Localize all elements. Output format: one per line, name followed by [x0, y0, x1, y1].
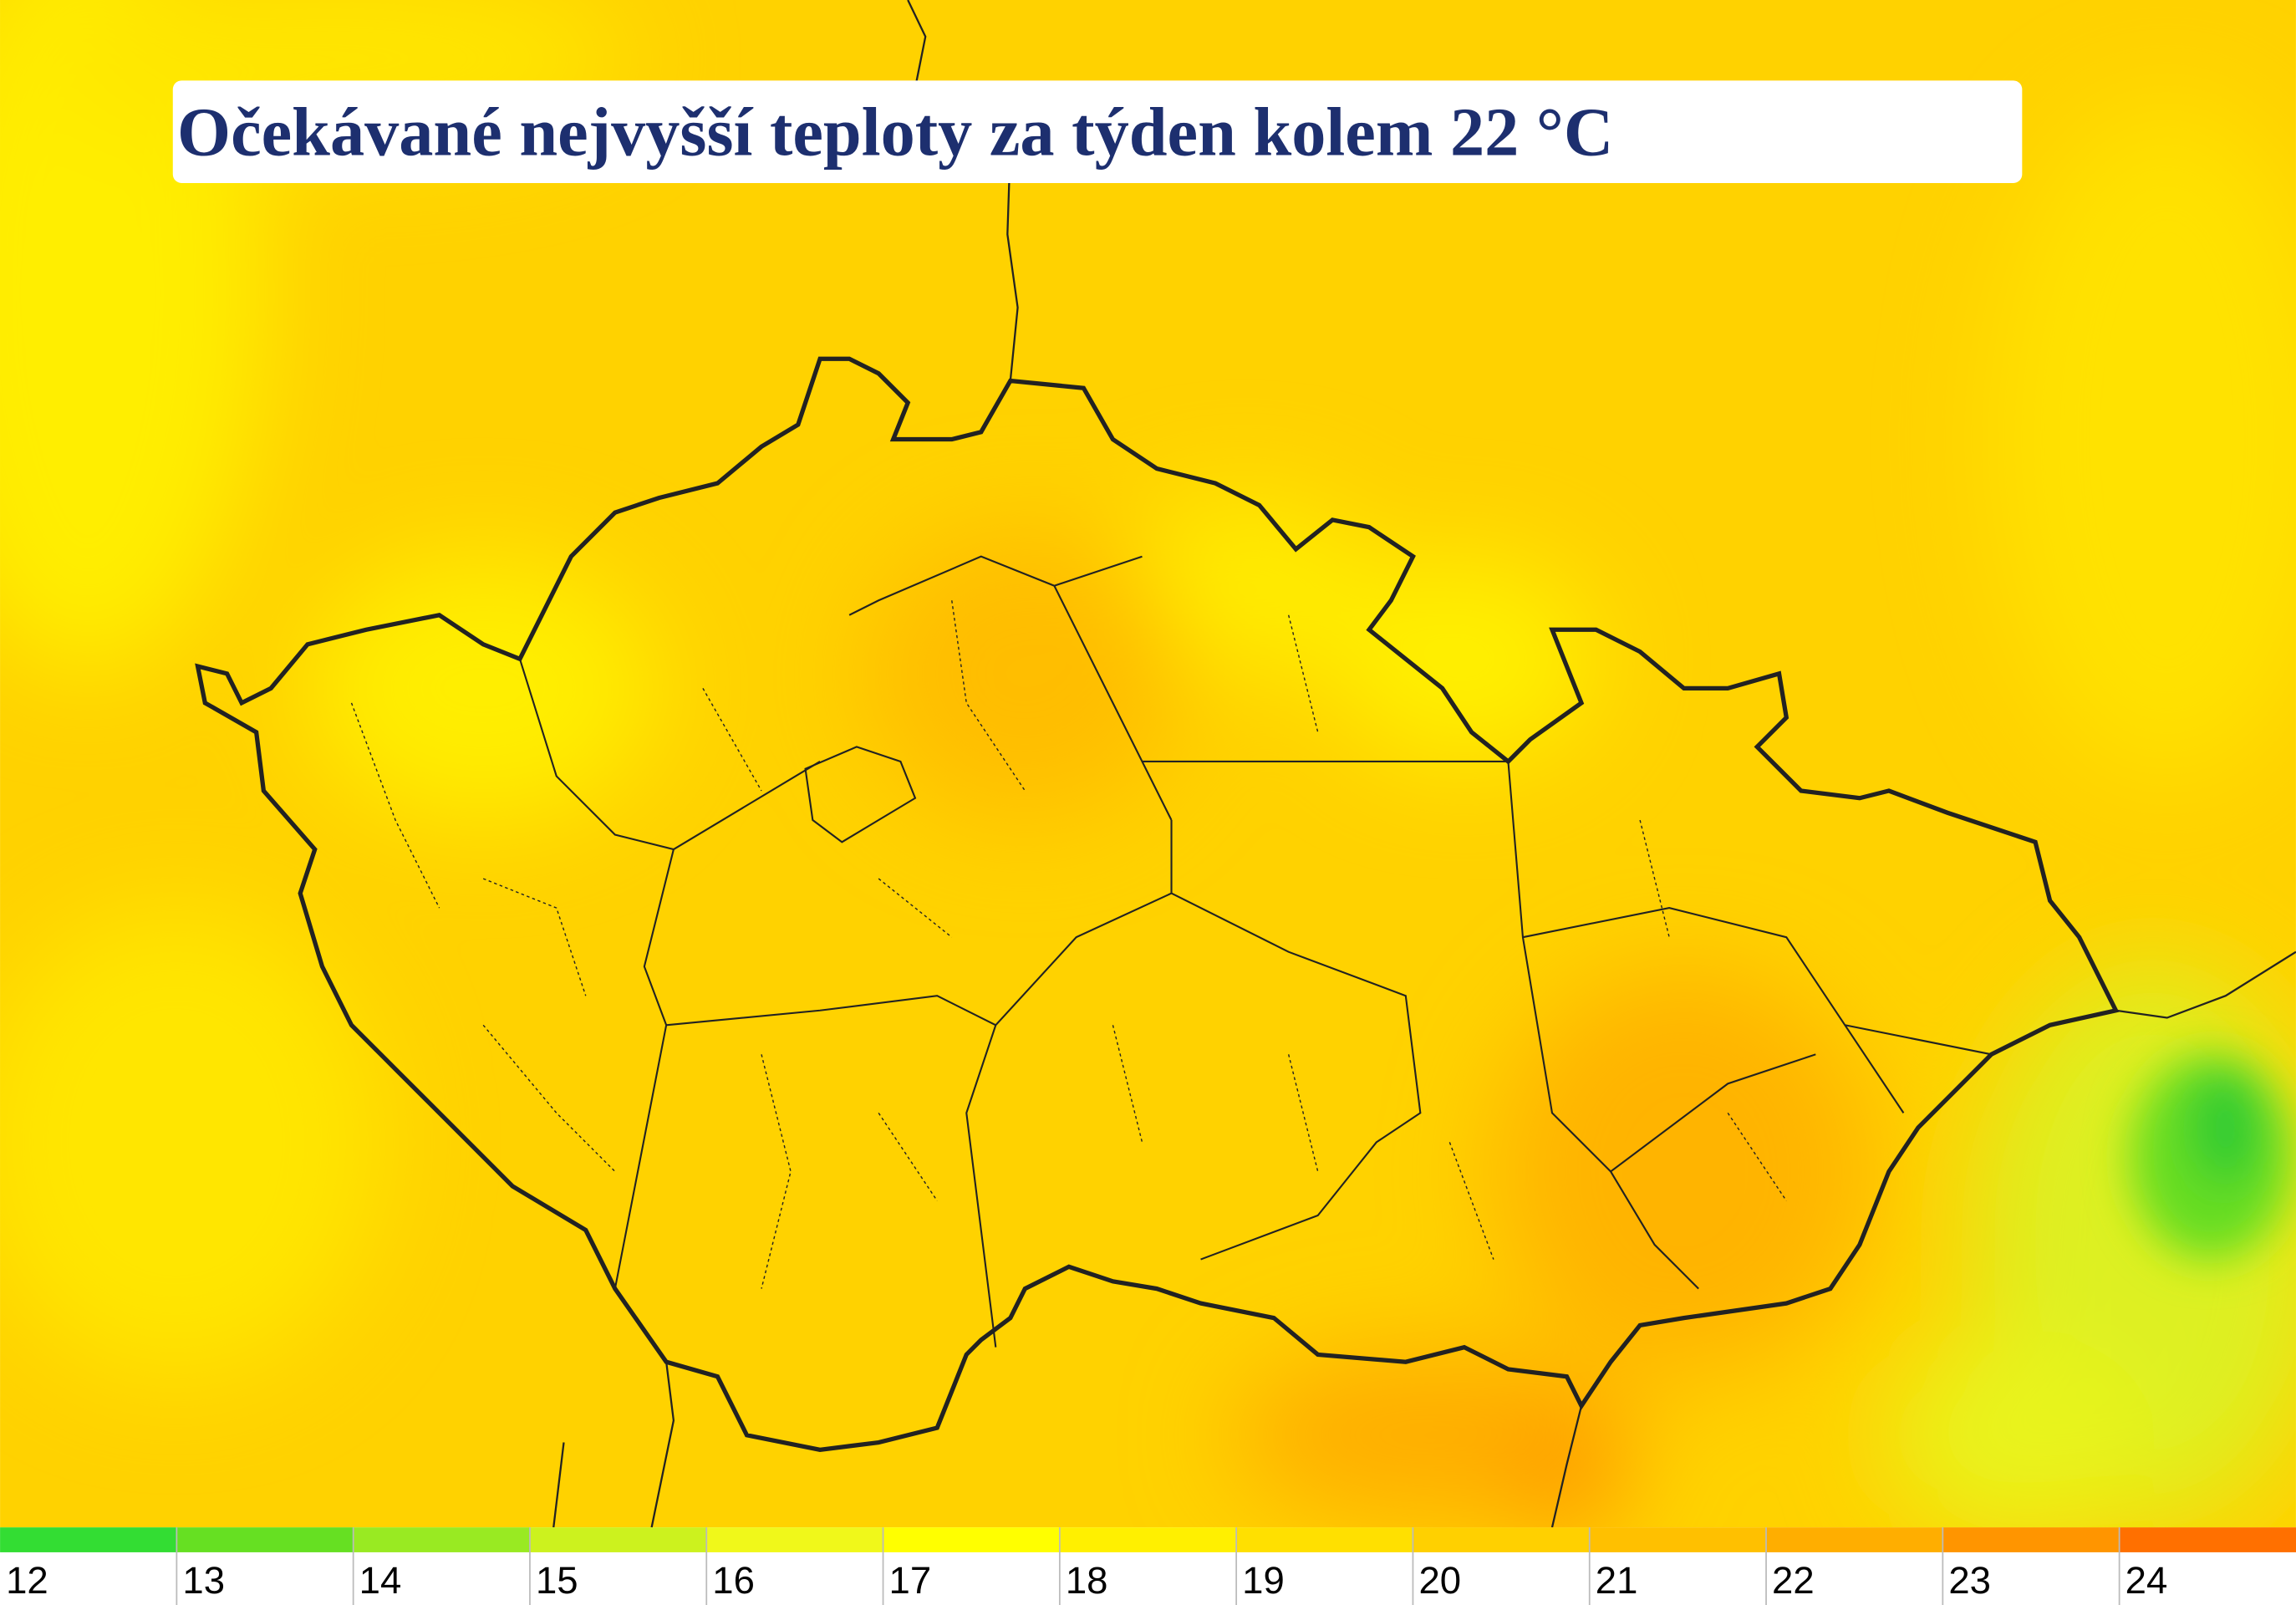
- legend-background: [0, 1552, 2296, 1605]
- legend-tick-label: 23: [1948, 1559, 1991, 1602]
- legend-swatch: [1059, 1527, 1238, 1552]
- legend-swatch: [353, 1527, 531, 1552]
- legend-tick-label: 13: [182, 1559, 225, 1602]
- borders: [195, 0, 2296, 1528]
- legend-swatch: [529, 1527, 708, 1552]
- legend-swatch: [2119, 1527, 2296, 1552]
- legend-tick-label: 17: [889, 1559, 932, 1602]
- legend-tick-label: 22: [1772, 1559, 1815, 1602]
- legend-tick-label: 20: [1418, 1559, 1461, 1602]
- legend-tick-label: 18: [1066, 1559, 1108, 1602]
- legend-swatch: [1589, 1527, 1767, 1552]
- legend-swatch: [883, 1527, 1061, 1552]
- legend: 12 13 14 15 16 17 18 19 20 21 22 23 24: [0, 1527, 2296, 1605]
- legend-swatch: [0, 1527, 178, 1552]
- temperature-field: [0, 0, 2296, 1538]
- map-title: Očekávané nejvyšší teploty za týden kole…: [177, 94, 1613, 171]
- title-box: [172, 80, 2023, 183]
- legend-tick-label: 19: [1242, 1559, 1285, 1602]
- legend-tick-label: 21: [1596, 1559, 1638, 1602]
- legend-tick-label: 15: [536, 1559, 578, 1602]
- legend-tick-label: 24: [2125, 1559, 2168, 1602]
- legend-tick-label: 14: [359, 1559, 402, 1602]
- legend-swatch: [706, 1527, 884, 1552]
- legend-swatch: [176, 1527, 354, 1552]
- legend-swatch: [1942, 1527, 2120, 1552]
- legend-swatch: [1236, 1527, 1414, 1552]
- legend-swatch: [1766, 1527, 1944, 1552]
- legend-tick-label: 16: [712, 1559, 755, 1602]
- legend-tick-label: 12: [6, 1559, 48, 1602]
- legend-swatch: [1413, 1527, 1591, 1552]
